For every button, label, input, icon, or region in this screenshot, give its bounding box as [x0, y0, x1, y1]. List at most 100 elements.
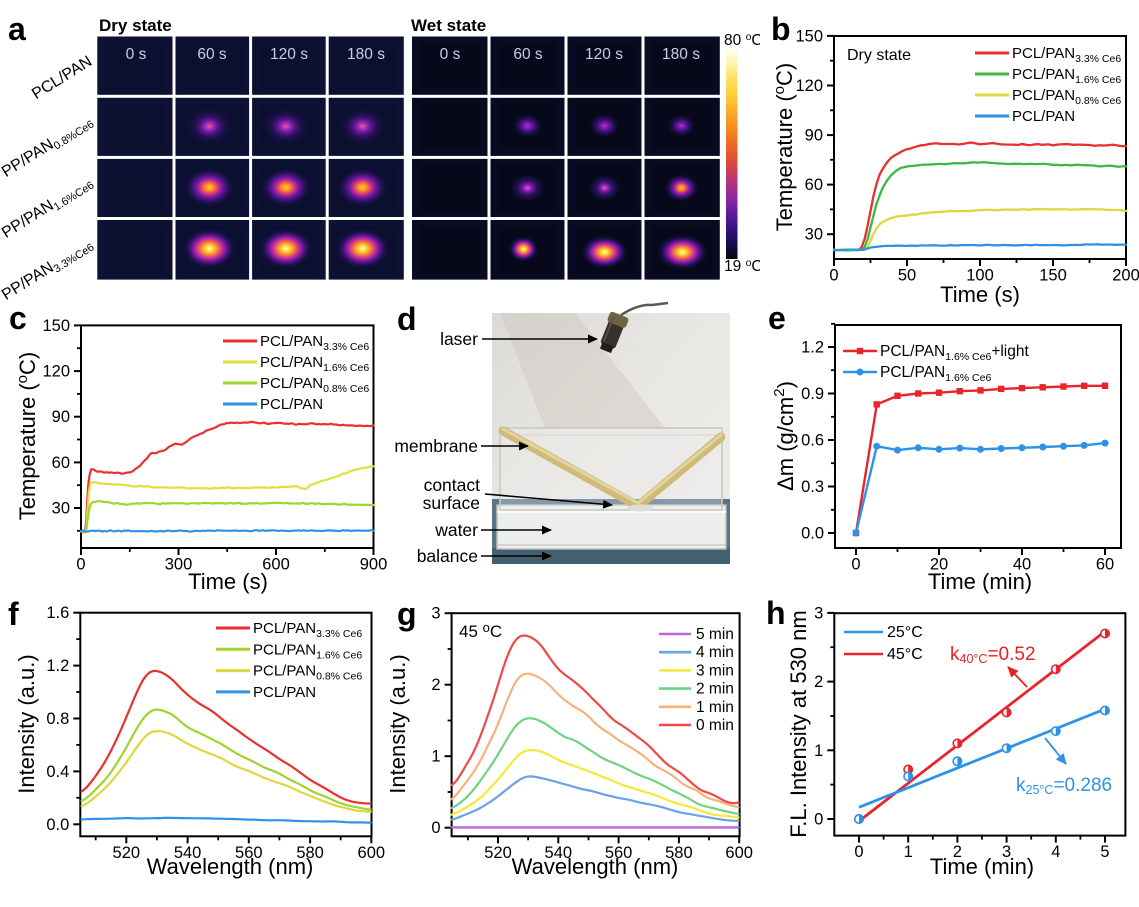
svg-text:580: 580: [665, 844, 693, 862]
svg-text:1: 1: [431, 748, 440, 766]
svg-text:1.2: 1.2: [801, 339, 824, 357]
svg-text:4 min: 4 min: [696, 644, 734, 661]
svg-text:Δm (g/cm2): Δm (g/cm2): [771, 381, 798, 491]
svg-text:k40°C=0.52: k40°C=0.52: [950, 644, 1036, 666]
svg-text:PCL/PAN3.3% Ce6: PCL/PAN3.3% Ce6: [253, 620, 362, 640]
svg-text:0.3: 0.3: [801, 478, 824, 496]
svg-text:PP/PAN0.8%Ce6: PP/PAN0.8%Ce6: [0, 112, 96, 183]
svg-text:0 s: 0 s: [440, 46, 461, 63]
svg-text:120: 120: [795, 77, 823, 95]
svg-text:PCL/PAN1.6% Ce6: PCL/PAN1.6% Ce6: [260, 354, 369, 374]
svg-text:0: 0: [851, 556, 860, 574]
svg-text:150: 150: [42, 317, 70, 335]
svg-text:180 s: 180 s: [347, 46, 385, 63]
svg-text:0: 0: [829, 267, 838, 285]
svg-text:30: 30: [52, 500, 70, 518]
svg-text:k25°C=0.286: k25°C=0.286: [1016, 775, 1112, 797]
svg-text:PCL/PAN3.3% Ce6: PCL/PAN3.3% Ce6: [1012, 45, 1121, 65]
svg-text:Temperature (oC): Temperature (oC): [771, 63, 797, 232]
svg-text:1.6: 1.6: [46, 604, 69, 622]
svg-text:h: h: [766, 600, 786, 631]
svg-text:Dry state: Dry state: [99, 16, 172, 35]
svg-text:2: 2: [431, 676, 440, 694]
svg-text:e: e: [768, 300, 786, 336]
svg-text:Temperature (oC): Temperature (oC): [14, 352, 40, 521]
svg-text:2 min: 2 min: [696, 681, 734, 698]
svg-text:600: 600: [262, 556, 290, 574]
svg-text:c: c: [9, 300, 27, 336]
svg-text:0.6: 0.6: [801, 432, 824, 450]
svg-text:PCL/PAN1.6% Ce6: PCL/PAN1.6% Ce6: [253, 641, 362, 661]
svg-text:Wet state: Wet state: [411, 16, 486, 35]
svg-text:Time (min): Time (min): [930, 854, 1034, 879]
svg-text:d: d: [397, 301, 417, 337]
svg-text:4: 4: [1051, 843, 1060, 861]
svg-text:0.0: 0.0: [46, 816, 69, 834]
svg-text:1 min: 1 min: [696, 699, 734, 716]
svg-text:540: 540: [174, 844, 202, 862]
svg-text:0.9: 0.9: [801, 385, 824, 403]
svg-text:540: 540: [545, 844, 573, 862]
svg-text:Wavelength (nm): Wavelength (nm): [147, 854, 314, 879]
svg-text:100: 100: [966, 267, 994, 285]
svg-text:Time (s): Time (s): [188, 569, 268, 594]
svg-text:25°C: 25°C: [887, 624, 923, 641]
svg-text:water: water: [434, 520, 478, 540]
svg-text:PCL/PAN: PCL/PAN: [29, 53, 95, 103]
svg-text:PCL/PAN0.8% Ce6: PCL/PAN0.8% Ce6: [253, 663, 362, 683]
svg-text:520: 520: [113, 844, 141, 862]
svg-text:Intensity (a.u.): Intensity (a.u.): [14, 654, 39, 793]
svg-text:Wavelength (nm): Wavelength (nm): [512, 854, 679, 879]
svg-text:5 min: 5 min: [696, 626, 734, 643]
svg-text:contact: contact: [424, 475, 481, 495]
svg-text:3 min: 3 min: [696, 662, 734, 679]
svg-text:surface: surface: [423, 493, 480, 513]
svg-text:PCL/PAN1.6% Ce6+light: PCL/PAN1.6% Ce6+light: [880, 343, 1029, 363]
svg-text:90: 90: [52, 408, 70, 426]
svg-text:f: f: [8, 600, 19, 632]
svg-text:0: 0: [76, 556, 85, 574]
svg-text:200: 200: [1112, 267, 1139, 285]
svg-text:3: 3: [814, 604, 823, 622]
svg-text:F.L. Intensity at 530 nm: F.L. Intensity at 530 nm: [786, 610, 811, 837]
svg-text:600: 600: [725, 844, 753, 862]
svg-text:Dry state: Dry state: [847, 47, 911, 64]
svg-text:520: 520: [484, 844, 512, 862]
svg-text:membrane: membrane: [394, 436, 478, 456]
svg-text:0.4: 0.4: [46, 763, 69, 781]
svg-text:300: 300: [165, 556, 193, 574]
svg-text:90: 90: [805, 127, 823, 145]
svg-text:laser: laser: [440, 329, 478, 349]
svg-text:1: 1: [904, 843, 913, 861]
svg-text:5: 5: [1100, 843, 1109, 861]
svg-text:0.0: 0.0: [801, 525, 824, 543]
svg-text:b: b: [771, 11, 791, 47]
svg-text:3: 3: [1002, 843, 1011, 861]
svg-text:PCL/PAN: PCL/PAN: [260, 396, 323, 413]
svg-text:balance: balance: [417, 546, 478, 566]
svg-text:g: g: [397, 600, 417, 632]
svg-text:120 s: 120 s: [270, 46, 308, 63]
svg-text:50: 50: [898, 267, 916, 285]
svg-text:150: 150: [1039, 267, 1067, 285]
svg-text:PP/PAN1.6%Ce6: PP/PAN1.6%Ce6: [0, 173, 96, 244]
svg-text:0.8: 0.8: [46, 710, 69, 728]
svg-text:1: 1: [814, 742, 823, 760]
svg-text:PP/PAN3.3%Ce6: PP/PAN3.3%Ce6: [0, 235, 96, 300]
svg-text:0 s: 0 s: [126, 46, 147, 63]
svg-text:2: 2: [814, 673, 823, 691]
svg-text:a: a: [8, 11, 26, 47]
svg-text:0 min: 0 min: [696, 717, 734, 734]
svg-text:120: 120: [42, 363, 70, 381]
svg-text:900: 900: [360, 556, 388, 574]
svg-text:40: 40: [1013, 556, 1031, 574]
svg-text:0: 0: [814, 811, 823, 829]
svg-text:PCL/PAN: PCL/PAN: [1012, 108, 1075, 125]
svg-text:PCL/PAN: PCL/PAN: [253, 684, 316, 701]
svg-text:150: 150: [795, 27, 823, 45]
svg-text:45 oC: 45 oC: [459, 620, 502, 641]
svg-text:30: 30: [805, 226, 823, 244]
svg-text:PCL/PAN3.3% Ce6: PCL/PAN3.3% Ce6: [260, 333, 369, 353]
svg-text:580: 580: [296, 844, 324, 862]
svg-text:60: 60: [52, 454, 70, 472]
